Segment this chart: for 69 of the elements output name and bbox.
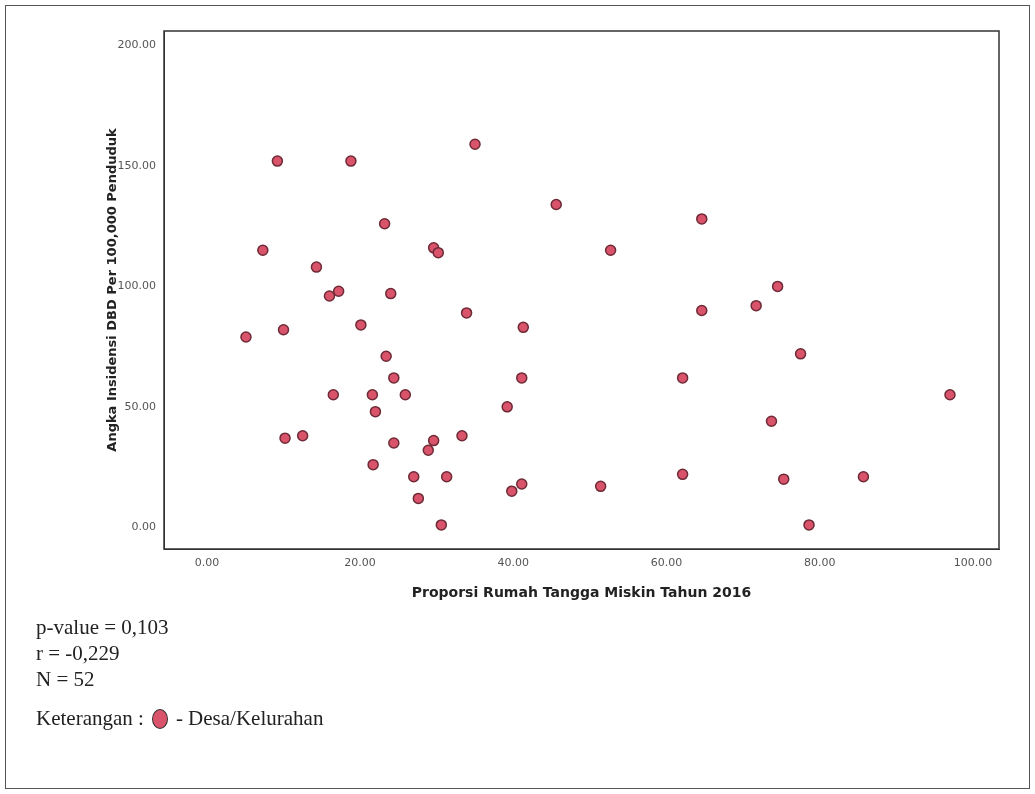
x-tick-label: 80.00 [803,556,836,570]
point [332,285,345,297]
point [388,437,400,449]
point [501,401,513,413]
x-axis-title: Proporsi Rumah Tangga Miskin Tahun 2016 [411,584,752,601]
point [257,244,269,256]
point [412,492,425,505]
point [271,155,284,167]
point [676,468,689,481]
point [422,444,435,456]
y-axis-title: Angka Insidensi DBD Per 100,000 Penduduk [104,127,120,452]
point [432,246,444,259]
point [696,213,708,225]
point [469,138,481,150]
point [355,319,367,331]
point [385,287,397,300]
point [323,290,336,302]
x-tick-label: 20.00 [344,556,376,570]
point [517,321,530,334]
point [944,389,956,401]
y-tick-label: 150.00 [117,158,156,172]
point [550,198,562,211]
point [506,485,518,497]
point [310,261,323,273]
point [367,458,379,471]
point [460,307,473,319]
point [407,470,420,483]
point [369,405,382,418]
point [380,350,392,363]
y-tick-label: 50.00 [124,399,156,413]
point [676,372,689,384]
legend-label: - Desa/Kelurahan [175,706,324,731]
y-tick-label: 100.00 [117,279,156,293]
point [750,299,762,312]
point [440,470,453,483]
point [777,473,790,485]
point [399,389,412,401]
x-tick-label: 60.00 [650,556,683,570]
point [696,304,708,317]
point [296,430,309,442]
point [327,389,340,401]
point [516,478,528,490]
point [240,331,252,343]
point [388,372,400,384]
point [765,415,778,428]
text: p-value = 0,103 [36,614,169,640]
point [594,480,607,493]
x-tick-label: 0.00 [194,556,220,570]
point [456,430,468,442]
point [435,519,448,531]
point [803,519,815,531]
point [378,217,391,230]
point [771,280,784,293]
point [857,470,870,483]
point [366,389,379,401]
x-tick-label: 40.00 [497,556,530,570]
x-tick-label: 100.00 [953,556,993,570]
point [604,244,617,256]
legend-title: Keterangan : [36,706,144,731]
point [279,432,291,444]
point [427,434,440,447]
point [345,155,357,167]
y-tick-label: 0.00 [131,520,156,534]
point [277,324,290,336]
text: r = -0,229 [36,640,121,666]
point [516,372,528,384]
text: N = 52 [36,666,96,692]
point [794,348,807,360]
y-tick-label: 200.00 [117,38,156,52]
